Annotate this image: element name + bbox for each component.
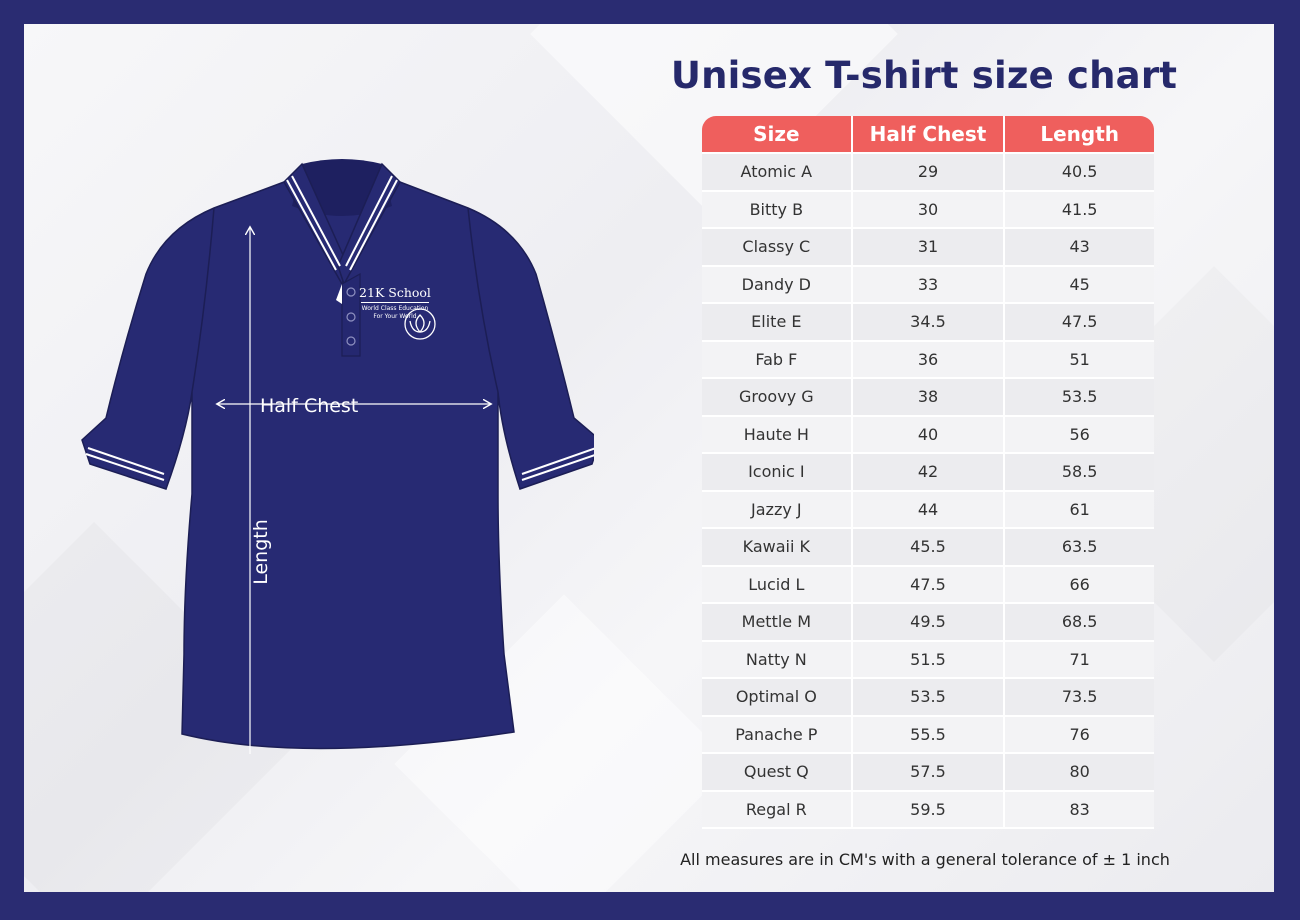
table-row: Panache P 55.5 76	[702, 716, 1154, 754]
size-cell: Haute H	[702, 416, 851, 454]
table-row: Fab F 36 51	[702, 341, 1154, 379]
half-chest-cell: 55.5	[850, 716, 1004, 754]
table-row: Iconic I 42 58.5	[702, 454, 1154, 492]
half-chest-cell: 57.5	[850, 754, 1004, 792]
table-row: Optimal O 53.5 73.5	[702, 679, 1154, 717]
length-cell: 43	[1003, 229, 1154, 267]
logo-tagline: For Your World	[373, 313, 417, 320]
size-cell: Elite E	[702, 304, 851, 342]
table-row: Dandy D 33 45	[702, 266, 1154, 304]
size-cell: Lucid L	[702, 566, 851, 604]
length-cell: 68.5	[1003, 604, 1154, 642]
column-header-length: Length	[1003, 116, 1154, 154]
table-row: Regal R 59.5 83	[702, 791, 1154, 829]
tolerance-footnote: All measures are in CM's with a general …	[680, 850, 1170, 869]
size-cell: Dandy D	[702, 266, 851, 304]
length-cell: 76	[1003, 716, 1154, 754]
half-chest-cell: 29	[850, 154, 1004, 192]
length-cell: 80	[1003, 754, 1154, 792]
size-cell: Quest Q	[702, 754, 851, 792]
table-header-row: Size Half Chest Length	[702, 116, 1154, 154]
half-chest-cell: 44	[850, 491, 1004, 529]
table-row: Quest Q 57.5 80	[702, 754, 1154, 792]
size-cell: Regal R	[702, 791, 851, 829]
school-logo: 21K School World Class Education For You…	[355, 285, 435, 321]
length-cell: 66	[1003, 566, 1154, 604]
size-cell: Kawaii K	[702, 529, 851, 567]
size-cell: Optimal O	[702, 679, 851, 717]
length-cell: 51	[1003, 341, 1154, 379]
size-cell: Groovy G	[702, 379, 851, 417]
half-chest-cell: 30	[850, 191, 1004, 229]
size-table: Size Half Chest Length Atomic A 29 40.5 Bi…	[702, 116, 1154, 829]
size-chart-card: Unisex T-shirt size chart	[24, 24, 1274, 892]
school-logo-icon	[404, 308, 436, 340]
length-cell: 41.5	[1003, 191, 1154, 229]
size-cell: Bitty B	[702, 191, 851, 229]
length-cell: 56	[1003, 416, 1154, 454]
half-chest-cell: 59.5	[850, 791, 1004, 829]
shirt-button	[346, 336, 356, 346]
length-cell: 47.5	[1003, 304, 1154, 342]
half-chest-cell: 31	[850, 229, 1004, 267]
half-chest-cell: 36	[850, 341, 1004, 379]
table-row: Bitty B 30 41.5	[702, 191, 1154, 229]
length-cell: 45	[1003, 266, 1154, 304]
size-cell: Atomic A	[702, 154, 851, 192]
table-row: Groovy G 38 53.5	[702, 379, 1154, 417]
polo-shirt-illustration	[81, 159, 594, 754]
length-cell: 71	[1003, 641, 1154, 679]
table-row: Mettle M 49.5 68.5	[702, 604, 1154, 642]
table-row: Jazzy J 44 61	[702, 491, 1154, 529]
length-cell: 83	[1003, 791, 1154, 829]
half-chest-cell: 51.5	[850, 641, 1004, 679]
table-row: Natty N 51.5 71	[702, 641, 1154, 679]
table-row: Haute H 40 56	[702, 416, 1154, 454]
logo-divider	[361, 302, 429, 303]
half-chest-cell: 40	[850, 416, 1004, 454]
size-cell: Iconic I	[702, 454, 851, 492]
column-header-size: Size	[702, 116, 851, 154]
length-cell: 61	[1003, 491, 1154, 529]
logo-name: 21K School	[359, 285, 431, 300]
half-chest-cell: 42	[850, 454, 1004, 492]
size-cell: Natty N	[702, 641, 851, 679]
length-cell: 73.5	[1003, 679, 1154, 717]
table-row: Atomic A 29 40.5	[702, 154, 1154, 192]
half-chest-cell: 34.5	[850, 304, 1004, 342]
table-row: Lucid L 47.5 66	[702, 566, 1154, 604]
size-cell: Fab F	[702, 341, 851, 379]
size-cell: Panache P	[702, 716, 851, 754]
half-chest-cell: 49.5	[850, 604, 1004, 642]
length-cell: 63.5	[1003, 529, 1154, 567]
length-cell: 40.5	[1003, 154, 1154, 192]
shirt-button	[346, 287, 356, 297]
column-header-half-chest: Half Chest	[850, 116, 1004, 154]
size-cell: Mettle M	[702, 604, 851, 642]
shirt-button	[346, 312, 356, 322]
size-cell: Classy C	[702, 229, 851, 267]
half-chest-cell: 33	[850, 266, 1004, 304]
length-cell: 53.5	[1003, 379, 1154, 417]
length-cell: 58.5	[1003, 454, 1154, 492]
table-row: Elite E 34.5 47.5	[702, 304, 1154, 342]
logo-tagline: World Class Education	[361, 305, 429, 312]
half-chest-label: Half Chest	[260, 395, 359, 417]
half-chest-cell: 53.5	[850, 679, 1004, 717]
half-chest-cell: 38	[850, 379, 1004, 417]
shirt-body	[81, 181, 594, 750]
table-row: Classy C 31 43	[702, 229, 1154, 267]
half-chest-cell: 47.5	[850, 566, 1004, 604]
table-row: Kawaii K 45.5 63.5	[702, 529, 1154, 567]
size-cell: Jazzy J	[702, 491, 851, 529]
half-chest-cell: 45.5	[850, 529, 1004, 567]
length-label: Length	[250, 519, 272, 585]
page-title: Unisex T-shirt size chart	[670, 54, 1178, 97]
